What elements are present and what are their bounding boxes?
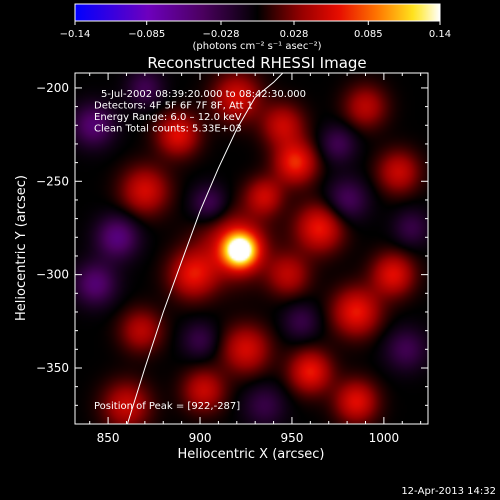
x-tick-label: 950 xyxy=(280,431,303,445)
colorbar-tick-label: −0.085 xyxy=(128,29,165,40)
x-axis-label: Heliocentric X (arcsec) xyxy=(178,447,325,462)
colorbar-tick-label: 0.028 xyxy=(280,29,309,40)
x-tick-label: 900 xyxy=(189,431,212,445)
x-tick-label: 850 xyxy=(97,431,120,445)
intensity-map xyxy=(75,73,428,424)
chart-title: Reconstructed RHESSI Image xyxy=(147,54,366,72)
y-tick-label: −350 xyxy=(36,361,69,375)
y-axis: −200 −250 −300 −350 xyxy=(36,81,428,406)
x-tick-label: 1000 xyxy=(369,431,400,445)
info-line: Clean Total counts: 5.33E+03 xyxy=(94,124,242,135)
colorbar-tick-label: 0.14 xyxy=(429,29,451,40)
y-tick-label: −200 xyxy=(36,81,69,95)
colorbar-tick-label: 0.085 xyxy=(354,29,383,40)
peak-position-label: Position of Peak = [922,‑287] xyxy=(94,401,240,412)
info-line: Energy Range: 6.0 – 12.0 keV xyxy=(94,112,242,123)
colorbar-unit-label: (photons cm⁻² s⁻¹ asec⁻²) xyxy=(192,41,321,52)
colorbar-tick-label: −0.14 xyxy=(60,29,91,40)
colorbar-tick-label: −0.028 xyxy=(202,29,239,40)
y-tick-label: −300 xyxy=(36,268,69,282)
info-line: Detectors: 4F 5F 6F 7F 8F, Att 1 xyxy=(94,101,253,112)
colorbar-ticks: −0.14 −0.085 −0.028 0.028 0.085 0.14 xyxy=(60,21,451,40)
x-axis: 850 900 950 1000 xyxy=(89,73,422,445)
info-line: 5‑Jul‑2002 08:39:20.000 to 08:42:30.000 xyxy=(101,89,306,100)
y-axis-label: Heliocentric Y (arcsec) xyxy=(14,175,29,321)
heatmap-image xyxy=(75,73,428,424)
y-tick-label: −250 xyxy=(36,174,69,188)
timestamp: 12‑Apr‑2013 14:32 xyxy=(401,486,496,497)
plot-frame xyxy=(74,72,429,425)
colorbar xyxy=(74,3,441,22)
solar-limb-line xyxy=(126,73,284,424)
observation-info: 5‑Jul‑2002 08:39:20.000 to 08:42:30.000D… xyxy=(94,89,306,135)
